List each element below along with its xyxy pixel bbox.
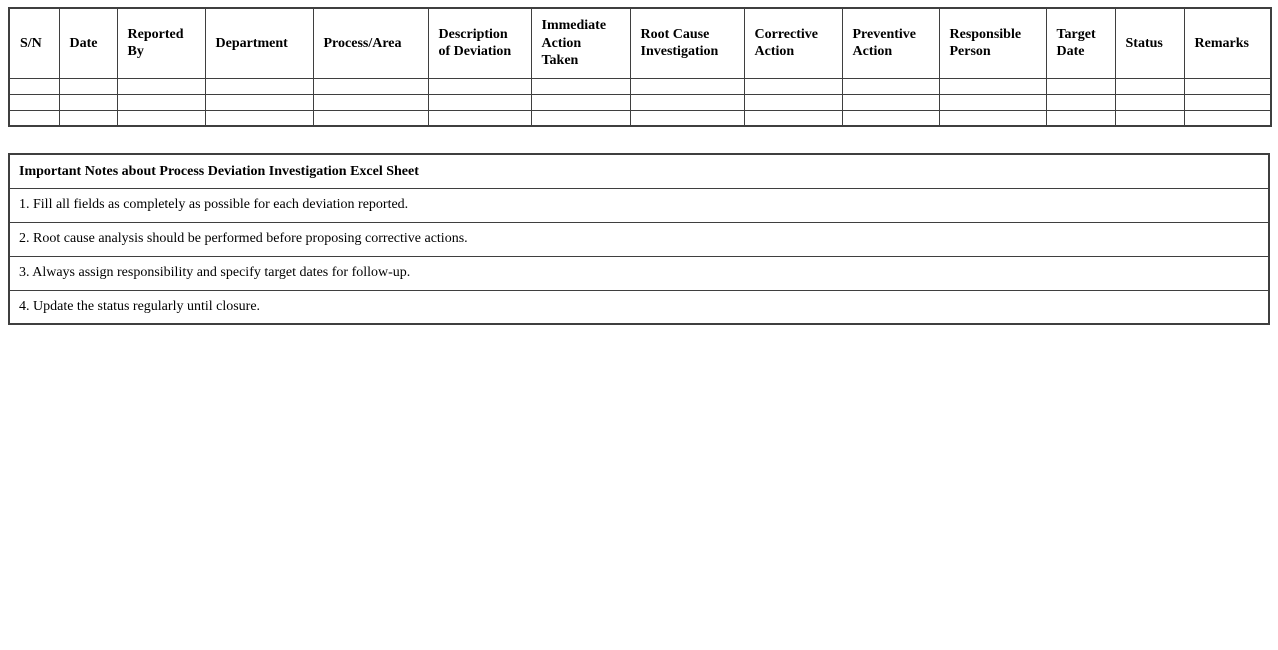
deviation-empty-cell [1114,93,1185,111]
deviation-empty-cell [1183,93,1272,111]
col-header-preventive-action: Preventive Action [841,7,940,79]
col-header-corrective-action: Corrective Action [743,7,843,79]
deviation-empty-cell [1045,77,1116,95]
deviation-empty-cell [841,109,940,127]
deviation-empty-cell [8,77,60,95]
col-header-responsible-person: Responsible Person [938,7,1047,79]
deviation-empty-cell [58,109,118,127]
deviation-empty-cell [1183,109,1272,127]
deviation-empty-cell [312,93,429,111]
deviation-empty-cell [116,109,206,127]
col-header-immediate-action-taken: Immediate Action Taken [530,7,631,79]
col-header-date: Date [58,7,118,79]
deviation-table-body [8,77,1272,127]
deviation-empty-row [8,77,1272,95]
deviation-empty-cell [8,93,60,111]
notes-title-row: Important Notes about Process Deviation … [8,153,1270,189]
deviation-empty-cell [312,77,429,95]
deviation-empty-cell [427,109,532,127]
notes-table: Important Notes about Process Deviation … [8,153,1270,325]
note-item-3: 3. Always assign responsibility and spec… [8,255,1270,291]
deviation-empty-cell [629,77,745,95]
deviation-empty-cell [1114,77,1185,95]
deviation-empty-cell [938,93,1047,111]
col-header-reported-by: Reported By [116,7,206,79]
col-header-target-date: Target Date [1045,7,1116,79]
process-deviation-sheet: S/N Date Reported By Department Process/… [8,7,1272,325]
col-header-department: Department [204,7,314,79]
deviation-empty-cell [427,77,532,95]
deviation-empty-cell [1183,77,1272,95]
deviation-header-row: S/N Date Reported By Department Process/… [8,7,1272,79]
deviation-empty-cell [530,93,631,111]
deviation-table: S/N Date Reported By Department Process/… [8,7,1272,127]
col-header-sn: S/N [8,7,60,79]
deviation-empty-cell [116,93,206,111]
note-row: 1. Fill all fields as completely as poss… [8,187,1270,223]
notes-title: Important Notes about Process Deviation … [8,153,1270,189]
deviation-empty-cell [530,109,631,127]
deviation-empty-cell [8,109,60,127]
col-header-description-of-deviation: Description of Deviation [427,7,532,79]
deviation-empty-cell [841,93,940,111]
deviation-empty-cell [629,109,745,127]
note-item-4: 4. Update the status regularly until clo… [8,289,1270,325]
deviation-empty-cell [1114,109,1185,127]
note-row: 2. Root cause analysis should be perform… [8,221,1270,257]
deviation-empty-cell [312,109,429,127]
deviation-empty-cell [58,93,118,111]
col-header-root-cause-investigation: Root Cause Investigation [629,7,745,79]
deviation-empty-cell [1045,109,1116,127]
note-row: 3. Always assign responsibility and spec… [8,255,1270,291]
col-header-status: Status [1114,7,1185,79]
deviation-empty-cell [938,109,1047,127]
col-header-process-area: Process/Area [312,7,429,79]
note-row: 4. Update the status regularly until clo… [8,289,1270,325]
deviation-empty-cell [841,77,940,95]
deviation-empty-cell [629,93,745,111]
deviation-empty-cell [58,77,118,95]
deviation-empty-cell [938,77,1047,95]
deviation-empty-row [8,109,1272,127]
deviation-empty-cell [1045,93,1116,111]
col-header-remarks: Remarks [1183,7,1272,79]
note-item-2: 2. Root cause analysis should be perform… [8,221,1270,257]
deviation-empty-cell [743,77,843,95]
deviation-empty-cell [204,93,314,111]
deviation-empty-cell [116,77,206,95]
deviation-empty-cell [530,77,631,95]
note-item-1: 1. Fill all fields as completely as poss… [8,187,1270,223]
deviation-empty-row [8,93,1272,111]
deviation-empty-cell [204,77,314,95]
deviation-empty-cell [743,93,843,111]
deviation-empty-cell [743,109,843,127]
deviation-empty-cell [427,93,532,111]
deviation-empty-cell [204,109,314,127]
